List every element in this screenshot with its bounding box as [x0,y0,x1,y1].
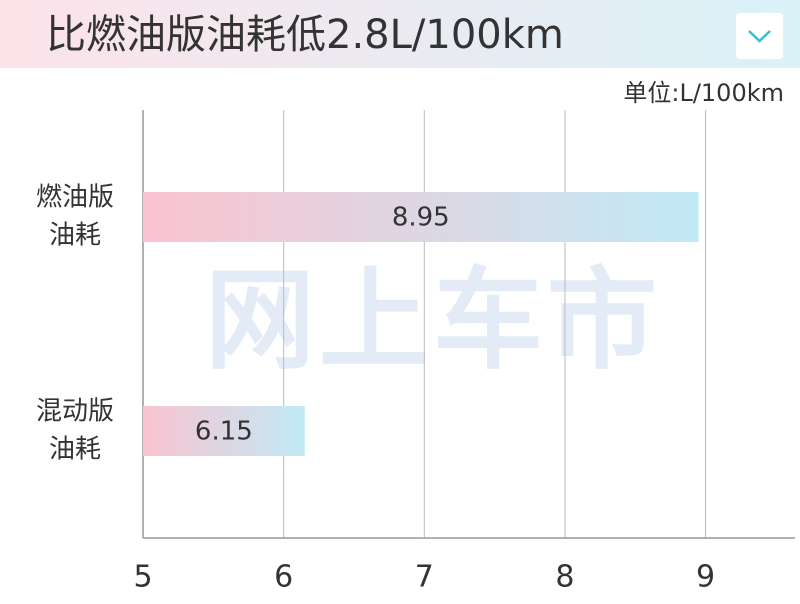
value-label: 6.15 [195,417,253,447]
chevron-icon[interactable] [748,30,771,43]
bar [143,192,699,242]
title-band [0,0,800,68]
value-label: 8.95 [392,203,450,233]
y-tick-label: 燃油版 [36,183,114,213]
dropdown-box[interactable] [736,13,783,59]
y-tick-label: 油耗 [49,435,101,465]
dropdown-button[interactable] [736,13,783,59]
x-tick-label: 9 [696,560,715,595]
x-tick-label: 7 [415,560,434,595]
y-tick-label: 油耗 [49,221,101,251]
bar [143,406,305,456]
x-tick-label: 5 [133,560,152,595]
watermark: 网上车市 [205,256,661,384]
y-tick-label: 混动版 [36,397,114,427]
chart-title: 比燃油版油耗低2.8L/100km [46,12,564,58]
unit-label: 单位:L/100km [623,79,784,107]
x-tick-label: 6 [274,560,293,595]
x-tick-label: 8 [555,560,574,595]
